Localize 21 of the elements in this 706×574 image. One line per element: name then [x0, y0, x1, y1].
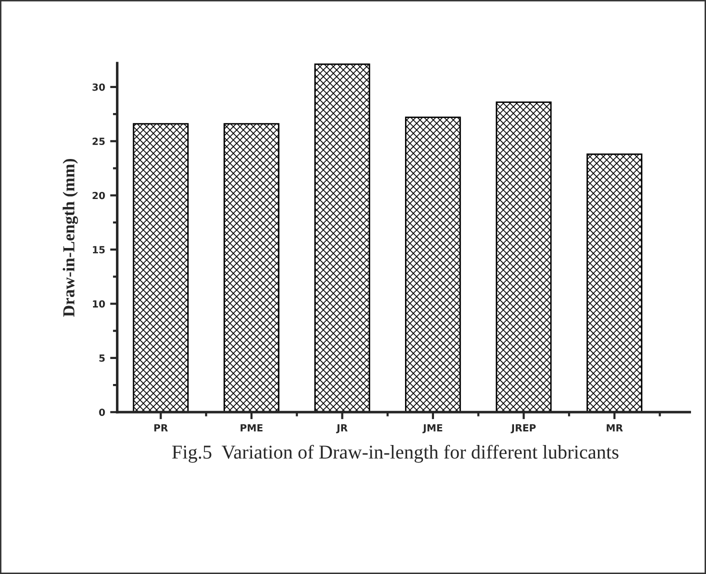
x-tick-label: PR [154, 424, 168, 432]
bar [224, 123, 280, 412]
x-tick-label: MR [606, 424, 623, 432]
y-tick-label: 30 [92, 83, 105, 91]
y-tick-label: 15 [92, 246, 105, 254]
y-tick-label: 10 [92, 300, 105, 308]
y-tick-label: 20 [92, 192, 105, 200]
y-tick-label: 5 [99, 354, 105, 362]
y-tick-label: 25 [92, 138, 105, 146]
y-tick-label: 0 [99, 408, 105, 416]
x-tick-label: JR [336, 424, 348, 434]
caption: Fig.5 Variation of Draw-in-length for different lubricants [172, 444, 618, 463]
bar [496, 101, 552, 412]
x-tick-label: JME [422, 424, 442, 434]
bar [132, 123, 189, 412]
x-tick-label: JREP [510, 424, 536, 434]
bar [586, 153, 642, 412]
y-axis-title: Draw-in-Length (mm) [62, 158, 78, 317]
bar [405, 116, 461, 412]
x-tick-label: PME [240, 424, 262, 432]
bar [314, 64, 370, 412]
